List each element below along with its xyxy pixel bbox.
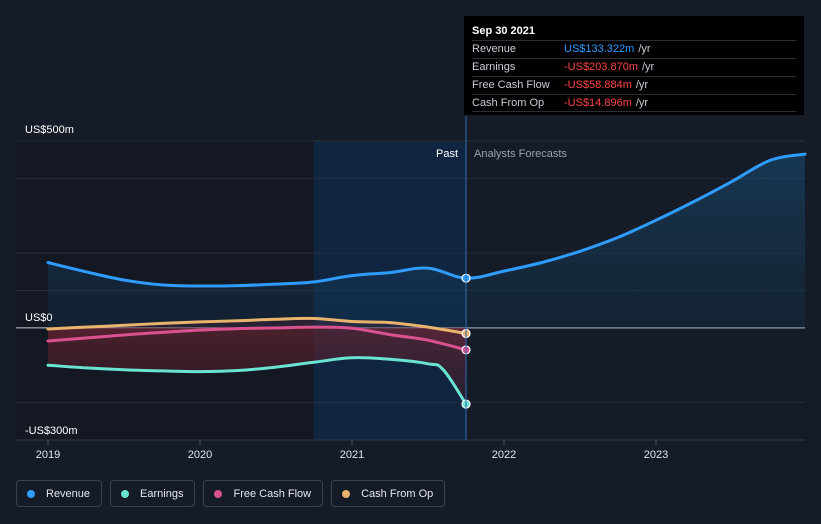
legend-label: Cash From Op — [361, 487, 434, 500]
chart-canvas: Past Analysts Forecasts US$500m US$0 -US$3… — [16, 116, 807, 461]
tooltip: Sep 30 2021 Revenue US$133.322m /yr Earn… — [464, 16, 804, 115]
tooltip-label: Free Cash Flow — [472, 79, 550, 91]
y-axis-label: US$500m — [25, 124, 74, 136]
tooltip-row-earnings: Earnings -US$203.870m /yr — [472, 58, 796, 75]
free-cash-flow-line — [46, 325, 468, 352]
analysts-forecasts-label: Analysts Forecasts — [474, 148, 567, 160]
tooltip-label: Cash From Op — [472, 97, 545, 109]
tooltip-unit: /yr — [635, 97, 649, 109]
tooltip-value: -US$14.896m — [564, 97, 632, 109]
x-tick-label: 2023 — [644, 449, 668, 461]
legend-item-free-cash-flow[interactable]: Free Cash Flow — [203, 480, 324, 507]
x-tick-label: 2021 — [340, 449, 364, 461]
legend-item-earnings[interactable]: Earnings — [110, 480, 196, 507]
legend-label: Earnings — [140, 487, 184, 500]
legend: Revenue Earnings Free Cash Flow Cash Fro… — [16, 480, 446, 507]
cash-from-op-line — [46, 316, 468, 335]
tooltip-unit: /yr — [642, 61, 655, 73]
earnings-dot-icon — [121, 489, 130, 498]
tooltip-unit: /yr — [638, 43, 651, 55]
y-axis-label: US$0 — [25, 312, 53, 324]
tooltip-date: Sep 30 2021 — [472, 25, 535, 37]
legend-label: Revenue — [46, 487, 91, 500]
earnings-area — [48, 327, 466, 405]
legend-item-cash-from-op[interactable]: Cash From Op — [331, 480, 446, 507]
x-tick-label: 2022 — [492, 449, 516, 461]
earnings-line — [46, 356, 468, 406]
tooltip-row-free-cash-flow: Free Cash Flow -US$58.884m /yr — [472, 76, 796, 93]
tooltip-value: -US$203.870m — [564, 61, 638, 73]
y-axis-label: -US$300m — [25, 425, 78, 437]
cash-from-op-dot-icon — [342, 489, 351, 498]
past-label: Past — [436, 148, 458, 160]
revenue-line — [46, 152, 807, 288]
revenue-area — [48, 154, 805, 328]
tooltip-value: US$133.322m — [564, 43, 635, 55]
tooltip-row-cash-from-op: Cash From Op -US$14.896m /yr — [472, 94, 796, 112]
tooltip-value: -US$58.884m — [564, 79, 632, 91]
x-tick-label: 2020 — [188, 449, 212, 461]
revenue-dot-icon — [27, 489, 35, 498]
tooltip-label: Earnings — [472, 61, 516, 73]
legend-item-revenue[interactable]: Revenue — [16, 480, 103, 507]
legend-label: Free Cash Flow — [233, 487, 312, 500]
tooltip-label: Revenue — [472, 43, 517, 55]
tooltip-row-revenue: Revenue US$133.322m /yr — [472, 40, 796, 57]
tooltip-unit: /yr — [635, 79, 649, 91]
x-tick-label: 2019 — [36, 449, 60, 461]
free-cash-flow-dot-icon — [214, 489, 223, 498]
